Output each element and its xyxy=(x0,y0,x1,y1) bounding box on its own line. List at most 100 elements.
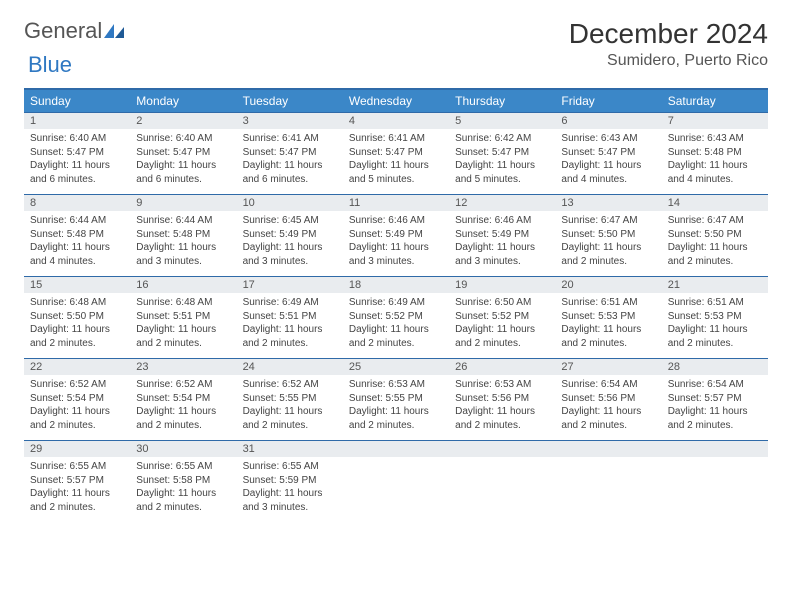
sunrise-line: Sunrise: 6:48 AM xyxy=(30,296,124,310)
daylight-line: Daylight: 11 hours and 2 minutes. xyxy=(561,323,655,350)
sunrise-line: Sunrise: 6:41 AM xyxy=(349,132,443,146)
day-content: Sunrise: 6:43 AMSunset: 5:47 PMDaylight:… xyxy=(555,129,661,194)
sunset-line: Sunset: 5:52 PM xyxy=(455,310,549,324)
calendar: SundayMondayTuesdayWednesdayThursdayFrid… xyxy=(24,88,768,522)
logo: General xyxy=(24,18,126,44)
sunset-line: Sunset: 5:47 PM xyxy=(243,146,337,160)
day-cell: 5Sunrise: 6:42 AMSunset: 5:47 PMDaylight… xyxy=(449,113,555,194)
day-number: 6 xyxy=(555,113,661,129)
day-content xyxy=(343,457,449,517)
daylight-line: Daylight: 11 hours and 3 minutes. xyxy=(243,487,337,514)
day-cell: 18Sunrise: 6:49 AMSunset: 5:52 PMDayligh… xyxy=(343,277,449,358)
day-cell: 29Sunrise: 6:55 AMSunset: 5:57 PMDayligh… xyxy=(24,441,130,522)
sunset-line: Sunset: 5:47 PM xyxy=(455,146,549,160)
sunrise-line: Sunrise: 6:54 AM xyxy=(561,378,655,392)
day-number: 3 xyxy=(237,113,343,129)
day-cell: 20Sunrise: 6:51 AMSunset: 5:53 PMDayligh… xyxy=(555,277,661,358)
daylight-line: Daylight: 11 hours and 4 minutes. xyxy=(30,241,124,268)
day-cell: 30Sunrise: 6:55 AMSunset: 5:58 PMDayligh… xyxy=(130,441,236,522)
daylight-line: Daylight: 11 hours and 2 minutes. xyxy=(136,323,230,350)
daylight-line: Daylight: 11 hours and 3 minutes. xyxy=(243,241,337,268)
day-cell: 15Sunrise: 6:48 AMSunset: 5:50 PMDayligh… xyxy=(24,277,130,358)
day-content: Sunrise: 6:51 AMSunset: 5:53 PMDaylight:… xyxy=(555,293,661,358)
day-cell xyxy=(343,441,449,522)
day-content: Sunrise: 6:55 AMSunset: 5:59 PMDaylight:… xyxy=(237,457,343,522)
sunrise-line: Sunrise: 6:41 AM xyxy=(243,132,337,146)
week-row: 22Sunrise: 6:52 AMSunset: 5:54 PMDayligh… xyxy=(24,358,768,440)
day-cell: 19Sunrise: 6:50 AMSunset: 5:52 PMDayligh… xyxy=(449,277,555,358)
sunset-line: Sunset: 5:57 PM xyxy=(30,474,124,488)
sunset-line: Sunset: 5:55 PM xyxy=(349,392,443,406)
day-number: 1 xyxy=(24,113,130,129)
sunset-line: Sunset: 5:49 PM xyxy=(243,228,337,242)
sunset-line: Sunset: 5:54 PM xyxy=(136,392,230,406)
sunset-line: Sunset: 5:58 PM xyxy=(136,474,230,488)
sunrise-line: Sunrise: 6:49 AM xyxy=(349,296,443,310)
sunset-line: Sunset: 5:47 PM xyxy=(30,146,124,160)
sunrise-line: Sunrise: 6:52 AM xyxy=(243,378,337,392)
sunset-line: Sunset: 5:49 PM xyxy=(349,228,443,242)
day-content: Sunrise: 6:41 AMSunset: 5:47 PMDaylight:… xyxy=(343,129,449,194)
day-number: 4 xyxy=(343,113,449,129)
daylight-line: Daylight: 11 hours and 2 minutes. xyxy=(668,405,762,432)
day-number: 31 xyxy=(237,441,343,457)
weekday-header-row: SundayMondayTuesdayWednesdayThursdayFrid… xyxy=(24,90,768,112)
logo-word1: General xyxy=(24,18,102,44)
sunset-line: Sunset: 5:48 PM xyxy=(668,146,762,160)
day-number: 9 xyxy=(130,195,236,211)
day-cell: 27Sunrise: 6:54 AMSunset: 5:56 PMDayligh… xyxy=(555,359,661,440)
day-content: Sunrise: 6:53 AMSunset: 5:56 PMDaylight:… xyxy=(449,375,555,440)
sunrise-line: Sunrise: 6:40 AM xyxy=(30,132,124,146)
sunrise-line: Sunrise: 6:53 AM xyxy=(349,378,443,392)
day-number: 24 xyxy=(237,359,343,375)
day-number xyxy=(449,441,555,457)
day-number: 23 xyxy=(130,359,236,375)
sunrise-line: Sunrise: 6:44 AM xyxy=(30,214,124,228)
sunrise-line: Sunrise: 6:45 AM xyxy=(243,214,337,228)
day-number: 16 xyxy=(130,277,236,293)
day-cell: 28Sunrise: 6:54 AMSunset: 5:57 PMDayligh… xyxy=(662,359,768,440)
day-content: Sunrise: 6:49 AMSunset: 5:52 PMDaylight:… xyxy=(343,293,449,358)
day-cell: 14Sunrise: 6:47 AMSunset: 5:50 PMDayligh… xyxy=(662,195,768,276)
day-content: Sunrise: 6:41 AMSunset: 5:47 PMDaylight:… xyxy=(237,129,343,194)
sunset-line: Sunset: 5:47 PM xyxy=(136,146,230,160)
day-number: 30 xyxy=(130,441,236,457)
day-number: 12 xyxy=(449,195,555,211)
day-number: 22 xyxy=(24,359,130,375)
weekday-header: Saturday xyxy=(662,90,768,112)
logo-sail-icon xyxy=(104,24,124,38)
day-number: 21 xyxy=(662,277,768,293)
sunset-line: Sunset: 5:48 PM xyxy=(30,228,124,242)
day-number: 14 xyxy=(662,195,768,211)
day-cell: 16Sunrise: 6:48 AMSunset: 5:51 PMDayligh… xyxy=(130,277,236,358)
daylight-line: Daylight: 11 hours and 2 minutes. xyxy=(349,405,443,432)
sunset-line: Sunset: 5:50 PM xyxy=(561,228,655,242)
daylight-line: Daylight: 11 hours and 2 minutes. xyxy=(30,487,124,514)
day-number: 15 xyxy=(24,277,130,293)
day-number: 29 xyxy=(24,441,130,457)
day-content: Sunrise: 6:52 AMSunset: 5:55 PMDaylight:… xyxy=(237,375,343,440)
sunset-line: Sunset: 5:49 PM xyxy=(455,228,549,242)
day-cell: 31Sunrise: 6:55 AMSunset: 5:59 PMDayligh… xyxy=(237,441,343,522)
day-cell: 13Sunrise: 6:47 AMSunset: 5:50 PMDayligh… xyxy=(555,195,661,276)
day-content: Sunrise: 6:43 AMSunset: 5:48 PMDaylight:… xyxy=(662,129,768,194)
sunset-line: Sunset: 5:56 PM xyxy=(455,392,549,406)
day-content: Sunrise: 6:54 AMSunset: 5:57 PMDaylight:… xyxy=(662,375,768,440)
daylight-line: Daylight: 11 hours and 2 minutes. xyxy=(136,405,230,432)
day-number: 11 xyxy=(343,195,449,211)
month-title: December 2024 xyxy=(569,18,768,50)
daylight-line: Daylight: 11 hours and 2 minutes. xyxy=(455,405,549,432)
day-number xyxy=(343,441,449,457)
week-row: 29Sunrise: 6:55 AMSunset: 5:57 PMDayligh… xyxy=(24,440,768,522)
day-content: Sunrise: 6:55 AMSunset: 5:57 PMDaylight:… xyxy=(24,457,130,522)
day-content: Sunrise: 6:45 AMSunset: 5:49 PMDaylight:… xyxy=(237,211,343,276)
sunrise-line: Sunrise: 6:46 AM xyxy=(455,214,549,228)
sunset-line: Sunset: 5:56 PM xyxy=(561,392,655,406)
week-row: 8Sunrise: 6:44 AMSunset: 5:48 PMDaylight… xyxy=(24,194,768,276)
sunrise-line: Sunrise: 6:40 AM xyxy=(136,132,230,146)
day-number xyxy=(662,441,768,457)
sunrise-line: Sunrise: 6:44 AM xyxy=(136,214,230,228)
day-number: 2 xyxy=(130,113,236,129)
day-cell: 21Sunrise: 6:51 AMSunset: 5:53 PMDayligh… xyxy=(662,277,768,358)
sunrise-line: Sunrise: 6:49 AM xyxy=(243,296,337,310)
